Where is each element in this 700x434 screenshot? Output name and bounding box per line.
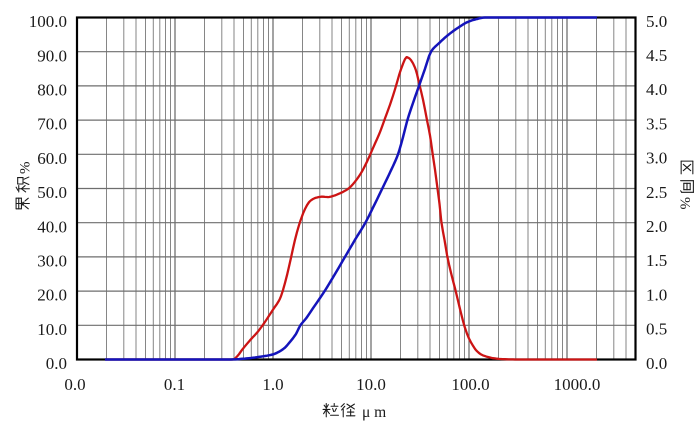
svg-text:1000.0: 1000.0 <box>554 375 601 394</box>
svg-text:0.1: 0.1 <box>164 375 185 394</box>
svg-text:%: % <box>677 197 693 210</box>
svg-text:0.0: 0.0 <box>46 354 67 373</box>
svg-text:10.0: 10.0 <box>356 375 386 394</box>
svg-text:10.0: 10.0 <box>37 320 67 339</box>
svg-text:30.0: 30.0 <box>37 252 67 271</box>
svg-text:3.0: 3.0 <box>646 149 667 168</box>
svg-text:50.0: 50.0 <box>37 183 67 202</box>
svg-text:0.0: 0.0 <box>64 375 85 394</box>
svg-text:60.0: 60.0 <box>37 149 67 168</box>
svg-text:100.0: 100.0 <box>451 375 489 394</box>
svg-text:70.0: 70.0 <box>37 115 67 134</box>
svg-text:80.0: 80.0 <box>37 81 67 100</box>
svg-text:2.0: 2.0 <box>646 217 667 236</box>
svg-text:0.5: 0.5 <box>646 320 667 339</box>
svg-text:5.0: 5.0 <box>646 12 667 31</box>
svg-text:%: % <box>18 162 34 175</box>
svg-text:20.0: 20.0 <box>37 286 67 305</box>
svg-text:90.0: 90.0 <box>37 46 67 65</box>
svg-text:0.0: 0.0 <box>646 354 667 373</box>
svg-text:4.5: 4.5 <box>646 46 667 65</box>
svg-text:2.5: 2.5 <box>646 183 667 202</box>
svg-text:3.5: 3.5 <box>646 114 667 133</box>
svg-text:100.0: 100.0 <box>29 12 67 31</box>
svg-text:1.0: 1.0 <box>262 375 283 394</box>
svg-text:4.0: 4.0 <box>646 80 667 99</box>
svg-text:μ m: μ m <box>362 404 386 421</box>
svg-text:1.5: 1.5 <box>646 251 667 270</box>
svg-text:40.0: 40.0 <box>37 217 67 236</box>
svg-text:1.0: 1.0 <box>646 285 667 304</box>
